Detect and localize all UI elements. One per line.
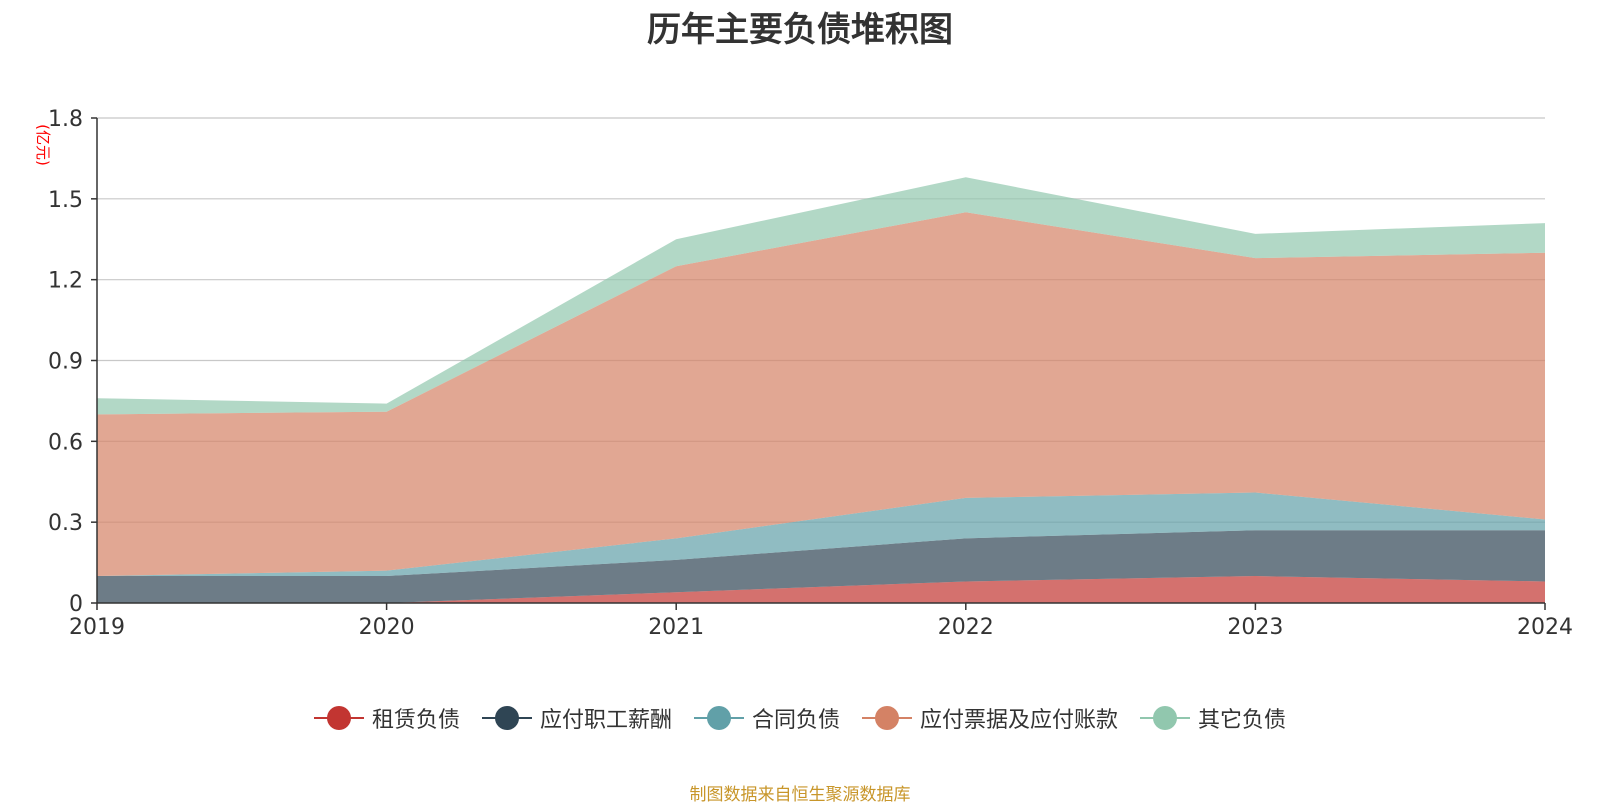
chart-title: 历年主要负债堆积图	[647, 10, 953, 50]
legend-item[interactable]: 其它负债	[1140, 702, 1286, 734]
y-tick-label: 1.8	[48, 107, 83, 132]
legend: 租赁负债 应付职工薪酬 合同负债 应付票据及应付账款 其它负债	[0, 702, 1600, 734]
y-unit-label: (亿元)	[34, 124, 52, 166]
y-tick-label: 0.9	[48, 350, 83, 375]
x-tick-label: 2021	[648, 615, 704, 640]
legend-item[interactable]: 租赁负债	[313, 702, 460, 734]
legend-marker-icon	[862, 705, 912, 731]
x-tick-label: 2023	[1227, 615, 1283, 640]
area-series-应付票据及应付账款	[97, 212, 1545, 577]
legend-item[interactable]: 应付票据及应付账款	[862, 702, 1118, 734]
legend-marker-icon	[693, 705, 744, 731]
area-series-合同负债	[97, 492, 1545, 577]
x-tick-label: 2020	[359, 615, 415, 640]
x-tick-label: 2024	[1517, 615, 1573, 640]
area-series-租赁负债	[97, 576, 1545, 603]
area-series-其它负债	[97, 177, 1545, 415]
legend-marker-icon	[481, 705, 532, 731]
legend-marker-icon	[313, 705, 364, 731]
legend-label: 其它负债	[1198, 708, 1287, 733]
y-tick-label: 0.6	[48, 430, 83, 455]
area-series-应付职工薪酬	[97, 530, 1545, 603]
legend-label: 应付职工薪酬	[539, 708, 672, 733]
y-tick-label: 0.3	[48, 511, 83, 536]
legend-label: 应付票据及应付账款	[920, 708, 1119, 733]
legend-marker-icon	[1140, 705, 1191, 731]
y-tick-label: 1.2	[48, 269, 83, 294]
area-series	[97, 177, 1545, 603]
y-tick-label: 0	[69, 592, 83, 617]
legend-label: 合同负债	[751, 708, 840, 733]
legend-label: 租赁负债	[371, 708, 460, 733]
x-tick-label: 2022	[938, 615, 994, 640]
y-tick-labels: 0 0.3 0.6 0.9 1.2 1.5 1.8	[48, 107, 97, 617]
x-tick-label: 2019	[69, 615, 125, 640]
x-tick-labels: 2019 2020 2021 2022 2023 2024	[69, 603, 1573, 640]
y-tick-label: 1.5	[48, 188, 83, 213]
legend-item[interactable]: 应付职工薪酬	[481, 702, 672, 734]
legend-item[interactable]: 合同负债	[693, 702, 840, 734]
data-source-note: 制图数据来自恒生聚源数据库	[689, 785, 911, 805]
